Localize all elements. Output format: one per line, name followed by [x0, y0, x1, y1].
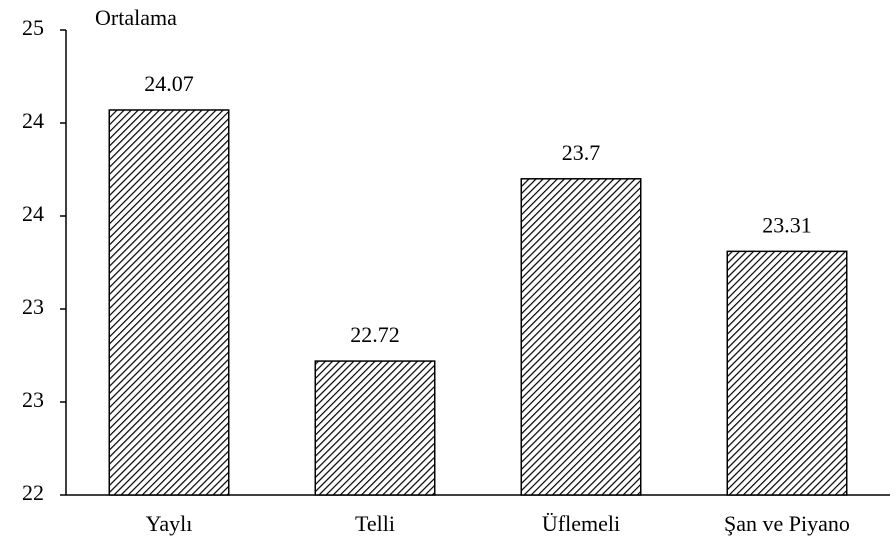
bar	[726, 250, 848, 496]
bar	[314, 360, 436, 496]
y-tick-label: 25	[22, 15, 44, 40]
y-axis-label: Ortalama	[95, 5, 177, 30]
y-tick-label: 24	[22, 108, 44, 133]
data-label: 22.72	[350, 322, 400, 347]
data-label: 23.7	[562, 140, 601, 165]
bar	[520, 178, 642, 496]
y-tick-label: 23	[22, 387, 44, 412]
x-tick-label: Üflemeli	[542, 511, 620, 536]
x-tick-label: Telli	[355, 511, 395, 536]
y-tick-label: 24	[22, 201, 44, 226]
data-label: 23.31	[762, 212, 812, 237]
y-tick-label: 23	[22, 294, 44, 319]
bar	[108, 109, 230, 496]
x-tick-label: Şan ve Piyano	[724, 511, 850, 536]
y-tick-label: 22	[22, 480, 44, 505]
x-tick-label: Yaylı	[146, 511, 193, 536]
data-label: 24.07	[144, 71, 194, 96]
